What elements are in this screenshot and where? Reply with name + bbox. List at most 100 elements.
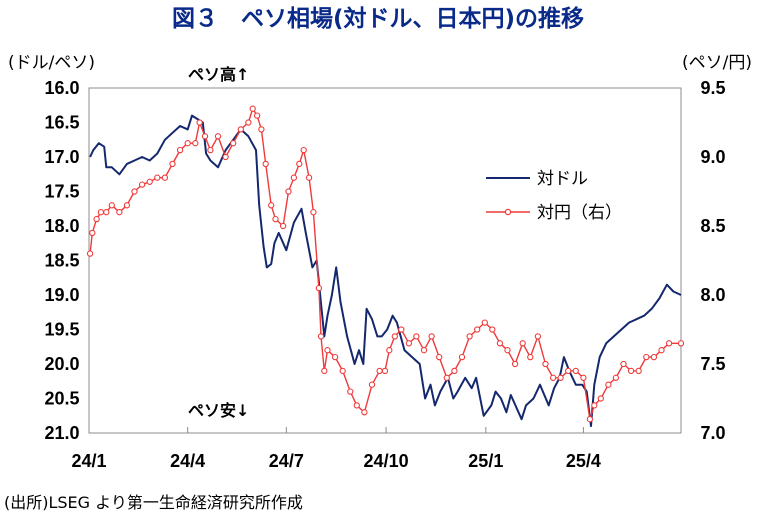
series-point	[230, 140, 237, 147]
series-point	[386, 347, 393, 354]
right-axis: 9.5 9.0 8.5 8.0 7.5 7.0	[700, 78, 725, 443]
series-point	[237, 126, 244, 133]
x-tick-label: 24/7	[269, 451, 304, 471]
legend-marker-jpy	[504, 208, 512, 216]
series-point	[108, 202, 115, 209]
right-tick-label: 7.5	[700, 354, 725, 374]
series-point	[549, 374, 557, 381]
series-point	[347, 388, 354, 395]
series-point	[428, 333, 435, 340]
left-tick-label: 18.0	[44, 216, 79, 236]
source-note: (出所)LSEG より第一生命経済研究所作成	[4, 493, 303, 512]
right-tick-label: 7.0	[700, 423, 725, 443]
series-point	[413, 333, 420, 340]
series-point	[192, 140, 199, 147]
series-point	[116, 209, 123, 216]
series-point	[154, 174, 161, 181]
series-point	[249, 105, 256, 112]
right-tick-label: 9.5	[700, 78, 725, 98]
series-point	[324, 347, 331, 354]
series-point	[321, 367, 328, 375]
series-point	[123, 202, 131, 209]
series-point	[643, 353, 650, 361]
legend: 対ドル 対円（右）	[486, 169, 622, 223]
series-point	[527, 353, 534, 361]
series-point	[93, 215, 100, 223]
chart-title: 図３ ペソ相場(対ドル、日本円)の推移	[172, 6, 584, 32]
left-tick-label: 19.5	[44, 320, 79, 340]
left-tick-label: 20.5	[44, 389, 79, 409]
series-point	[279, 222, 287, 230]
series-point	[542, 360, 549, 368]
series-point	[635, 367, 642, 375]
x-tick-label: 24/1	[71, 451, 106, 471]
series-point	[565, 367, 572, 375]
series-point	[184, 140, 191, 147]
series-layer	[86, 105, 685, 428]
legend-label-jpy: 対円（右）	[537, 203, 622, 223]
x-tick-label: 25/4	[566, 451, 601, 471]
series-point	[504, 347, 511, 354]
left-tick-label: 17.0	[44, 147, 79, 167]
series-point	[103, 209, 110, 216]
series-point	[591, 402, 598, 409]
series-point	[97, 209, 105, 216]
series-point	[285, 188, 292, 195]
series-point	[391, 333, 398, 340]
series-line-0	[89, 114, 682, 428]
series-point	[176, 146, 184, 154]
series-point	[511, 360, 519, 368]
series-point	[138, 181, 146, 188]
series-point	[557, 374, 564, 381]
left-tick-label: 16.0	[44, 78, 79, 98]
annotation-peso-weak: ペソ安↓	[188, 401, 249, 420]
series-point	[620, 360, 627, 368]
series-point	[245, 119, 252, 126]
series-point	[489, 326, 496, 333]
series-point	[398, 326, 405, 333]
series-point	[474, 326, 481, 333]
series-point	[376, 367, 383, 375]
series-point	[405, 340, 413, 347]
series-point	[677, 340, 685, 347]
series-point	[361, 409, 368, 416]
left-tick-label: 21.0	[44, 423, 79, 443]
annotation-peso-strong: ペソ高↑	[188, 65, 249, 84]
series-point	[451, 367, 458, 375]
series-point	[580, 374, 587, 381]
series-point	[436, 353, 443, 361]
x-axis: 24/1 24/4 24/7 24/10 25/1 25/4	[71, 427, 601, 471]
left-tick-label: 20.0	[44, 354, 79, 374]
right-tick-label: 8.5	[700, 216, 725, 236]
series-point	[317, 333, 325, 340]
series-point	[89, 229, 96, 237]
series-point	[290, 174, 298, 181]
series-point	[201, 133, 209, 140]
series-point	[466, 333, 473, 340]
series-point	[650, 353, 658, 361]
series-point	[169, 160, 176, 168]
series-point	[458, 353, 466, 361]
plot-area-frame	[88, 87, 682, 434]
series-point	[665, 340, 673, 347]
series-point	[222, 153, 229, 161]
series-point	[627, 367, 635, 375]
x-tick-label: 24/10	[364, 451, 409, 471]
series-point	[658, 347, 665, 354]
x-tick-label: 24/4	[170, 451, 205, 471]
right-tick-label: 8.0	[700, 285, 725, 305]
series-point	[131, 188, 138, 195]
left-tick-label: 18.5	[44, 251, 79, 271]
series-point	[353, 402, 360, 409]
series-point	[534, 333, 542, 340]
left-tick-label: 19.0	[44, 285, 79, 305]
series-point	[305, 174, 313, 181]
left-axis-unit: (ドル/ペソ)	[8, 53, 95, 73]
series-point	[612, 374, 620, 381]
series-point	[519, 340, 526, 347]
left-axis: 16.0 16.5 17.0 17.5 18.0 18.5 19.0 19.5 20.0 20.5…	[44, 78, 79, 443]
series-point	[310, 209, 317, 216]
series-point	[262, 160, 269, 168]
series-point	[296, 160, 303, 168]
series-point	[258, 126, 265, 133]
